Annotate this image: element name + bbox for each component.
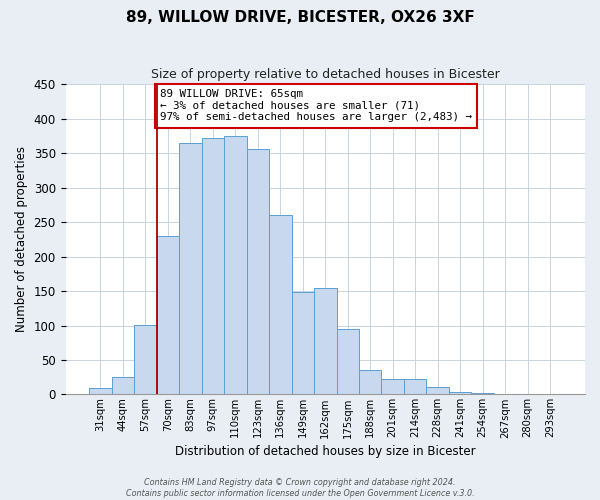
Bar	[247, 148, 269, 394]
Bar	[89, 388, 112, 394]
Bar	[404, 379, 427, 394]
Bar	[292, 292, 314, 394]
Bar	[359, 370, 382, 394]
Bar	[449, 392, 472, 394]
Bar	[472, 393, 494, 394]
Bar	[427, 387, 449, 394]
Bar	[337, 329, 359, 394]
Title: Size of property relative to detached houses in Bicester: Size of property relative to detached ho…	[151, 68, 500, 80]
Text: Contains HM Land Registry data © Crown copyright and database right 2024.
Contai: Contains HM Land Registry data © Crown c…	[125, 478, 475, 498]
Bar	[269, 216, 292, 394]
Bar	[224, 136, 247, 394]
Text: 89, WILLOW DRIVE, BICESTER, OX26 3XF: 89, WILLOW DRIVE, BICESTER, OX26 3XF	[125, 10, 475, 25]
X-axis label: Distribution of detached houses by size in Bicester: Distribution of detached houses by size …	[175, 444, 476, 458]
Bar	[134, 325, 157, 394]
Bar	[202, 138, 224, 394]
Bar	[382, 379, 404, 394]
Bar	[314, 288, 337, 395]
Bar	[179, 143, 202, 395]
Bar	[157, 236, 179, 394]
Text: 89 WILLOW DRIVE: 65sqm
← 3% of detached houses are smaller (71)
97% of semi-deta: 89 WILLOW DRIVE: 65sqm ← 3% of detached …	[160, 90, 472, 122]
Y-axis label: Number of detached properties: Number of detached properties	[15, 146, 28, 332]
Bar	[112, 377, 134, 394]
